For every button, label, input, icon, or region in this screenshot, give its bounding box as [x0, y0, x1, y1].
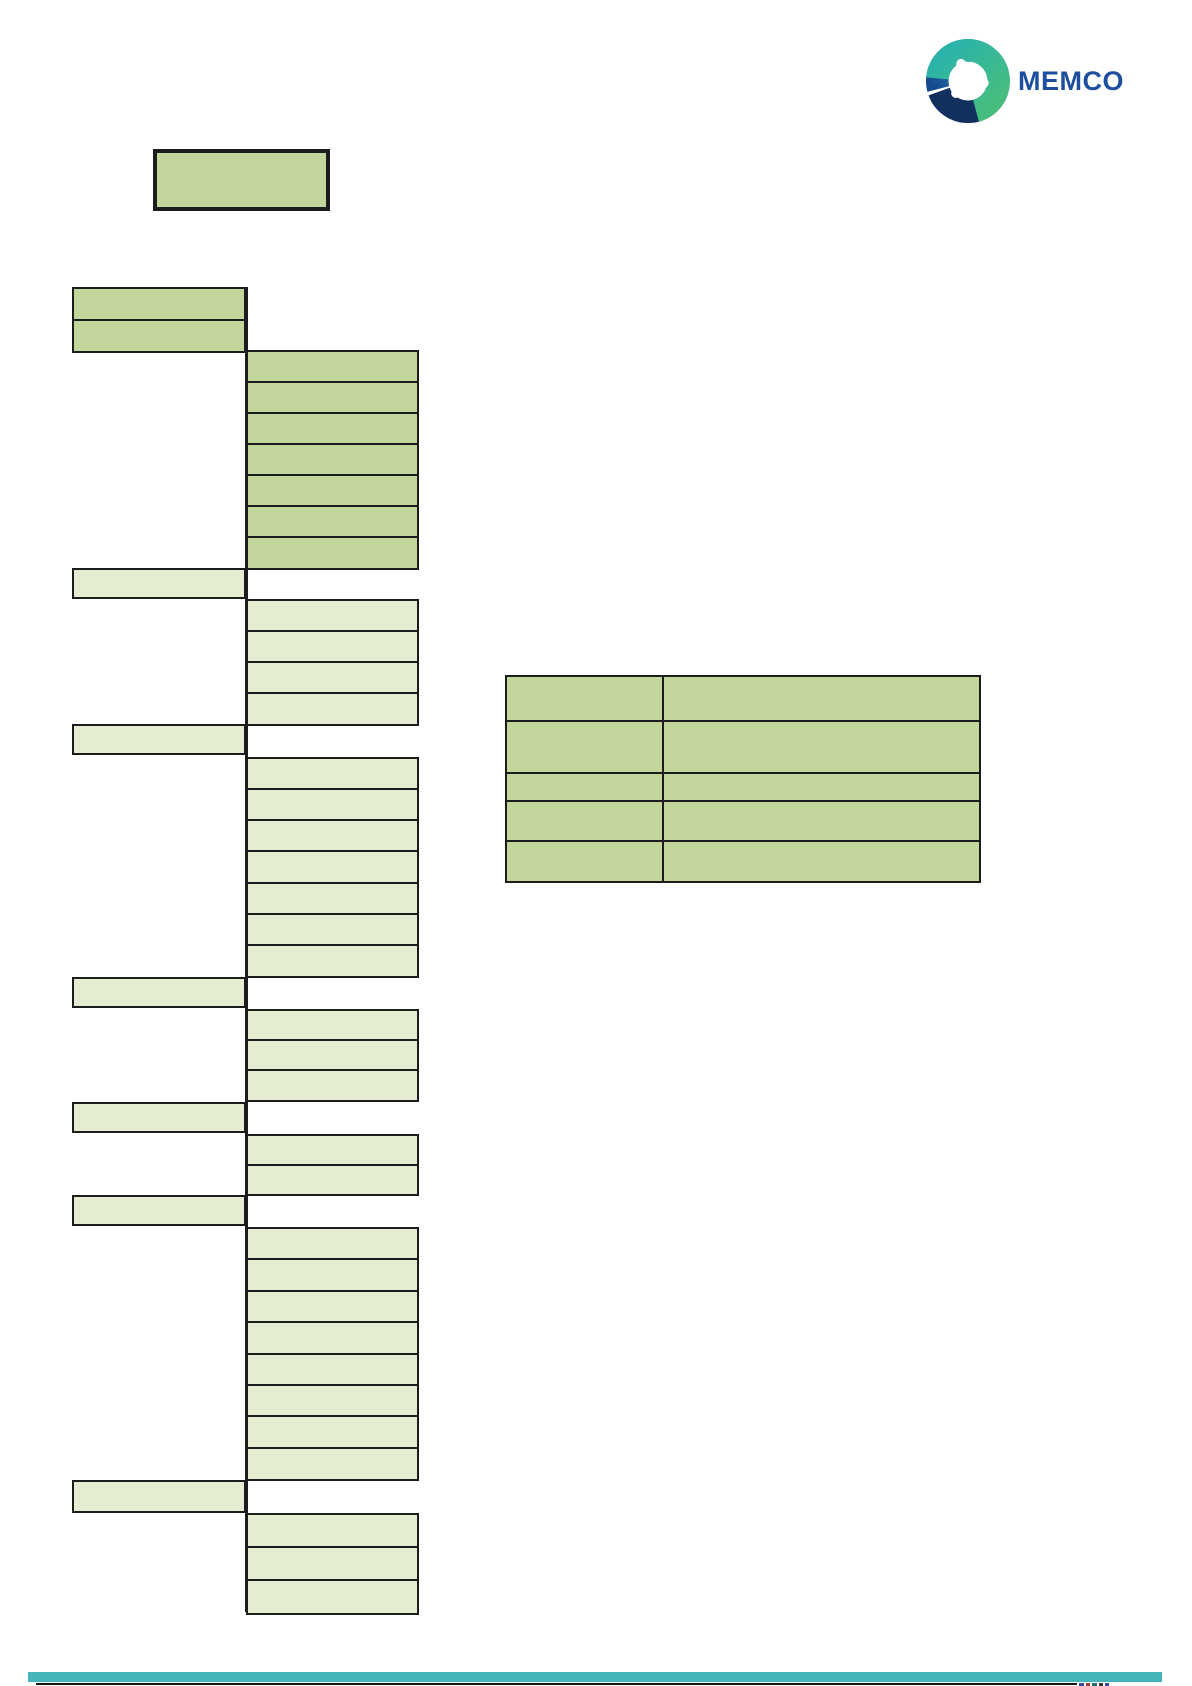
- group-6-cell: [246, 1321, 419, 1356]
- memco-logo: MEMCO: [926, 39, 1124, 123]
- table-cell: [505, 720, 664, 774]
- group-2-cell: [246, 630, 419, 664]
- section-header-6: [72, 1480, 246, 1513]
- group-4-cell: [246, 1069, 419, 1102]
- group-5-cell: [246, 1134, 419, 1166]
- table-row: [505, 840, 981, 883]
- group-1-cell: [246, 474, 419, 508]
- root-box: [72, 318, 246, 353]
- table-cell: [505, 840, 664, 883]
- group-1-cell: [246, 412, 419, 446]
- table-cell: [505, 772, 664, 802]
- group-3-cell: [246, 788, 419, 822]
- title-box: [153, 149, 330, 211]
- memco-swirl-icon: [926, 39, 1010, 123]
- group-3-cell: [246, 943, 419, 978]
- group-1-cell: [246, 443, 419, 477]
- section-header-1: [72, 568, 246, 599]
- group-6-cell: [246, 1446, 419, 1481]
- group-3-cell: [246, 881, 419, 916]
- group-3-cell: [246, 757, 419, 791]
- group-7-cell: [246, 1513, 419, 1549]
- group-4-cell: [246, 1009, 419, 1042]
- group-3-cell: [246, 819, 419, 853]
- group-6-cell: [246, 1384, 419, 1418]
- group-7-cell: [246, 1579, 419, 1615]
- group-6-cell: [246, 1289, 419, 1324]
- table-row: [505, 800, 981, 842]
- table-cell: [662, 840, 981, 883]
- table-row: [505, 720, 981, 774]
- group-3-cell: [246, 850, 419, 885]
- root-box: [72, 287, 246, 321]
- org-chart-connector-line: [244, 287, 248, 1612]
- swirl-center-shape: [951, 58, 989, 98]
- table-row: [505, 675, 981, 722]
- group-6-cell: [246, 1258, 419, 1293]
- section-header-3: [72, 977, 246, 1008]
- group-1-cell: [246, 350, 419, 384]
- table-cell: [662, 800, 981, 842]
- footer-baseline: [36, 1683, 1077, 1685]
- summary-table: [505, 675, 981, 883]
- footer-accent-bar: [28, 1672, 1162, 1682]
- group-1-cell: [246, 505, 419, 539]
- table-cell: [662, 720, 981, 774]
- group-5-cell: [246, 1163, 419, 1196]
- table-cell: [662, 772, 981, 802]
- section-header-2: [72, 724, 246, 755]
- group-1-cell: [246, 536, 419, 570]
- group-2-cell: [246, 692, 419, 726]
- group-6-cell: [246, 1227, 419, 1261]
- group-1-cell: [246, 381, 419, 415]
- section-header-5: [72, 1195, 246, 1226]
- memco-wordmark: MEMCO: [1018, 65, 1124, 96]
- section-header-4: [72, 1102, 246, 1133]
- group-2-cell: [246, 661, 419, 695]
- table-cell: [505, 675, 664, 722]
- group-2-cell: [246, 599, 419, 633]
- group-4-cell: [246, 1039, 419, 1072]
- table-cell: [662, 675, 981, 722]
- table-row: [505, 772, 981, 802]
- group-6-cell: [246, 1415, 419, 1450]
- group-6-cell: [246, 1352, 419, 1387]
- group-7-cell: [246, 1546, 419, 1582]
- group-3-cell: [246, 912, 419, 947]
- table-cell: [505, 800, 664, 842]
